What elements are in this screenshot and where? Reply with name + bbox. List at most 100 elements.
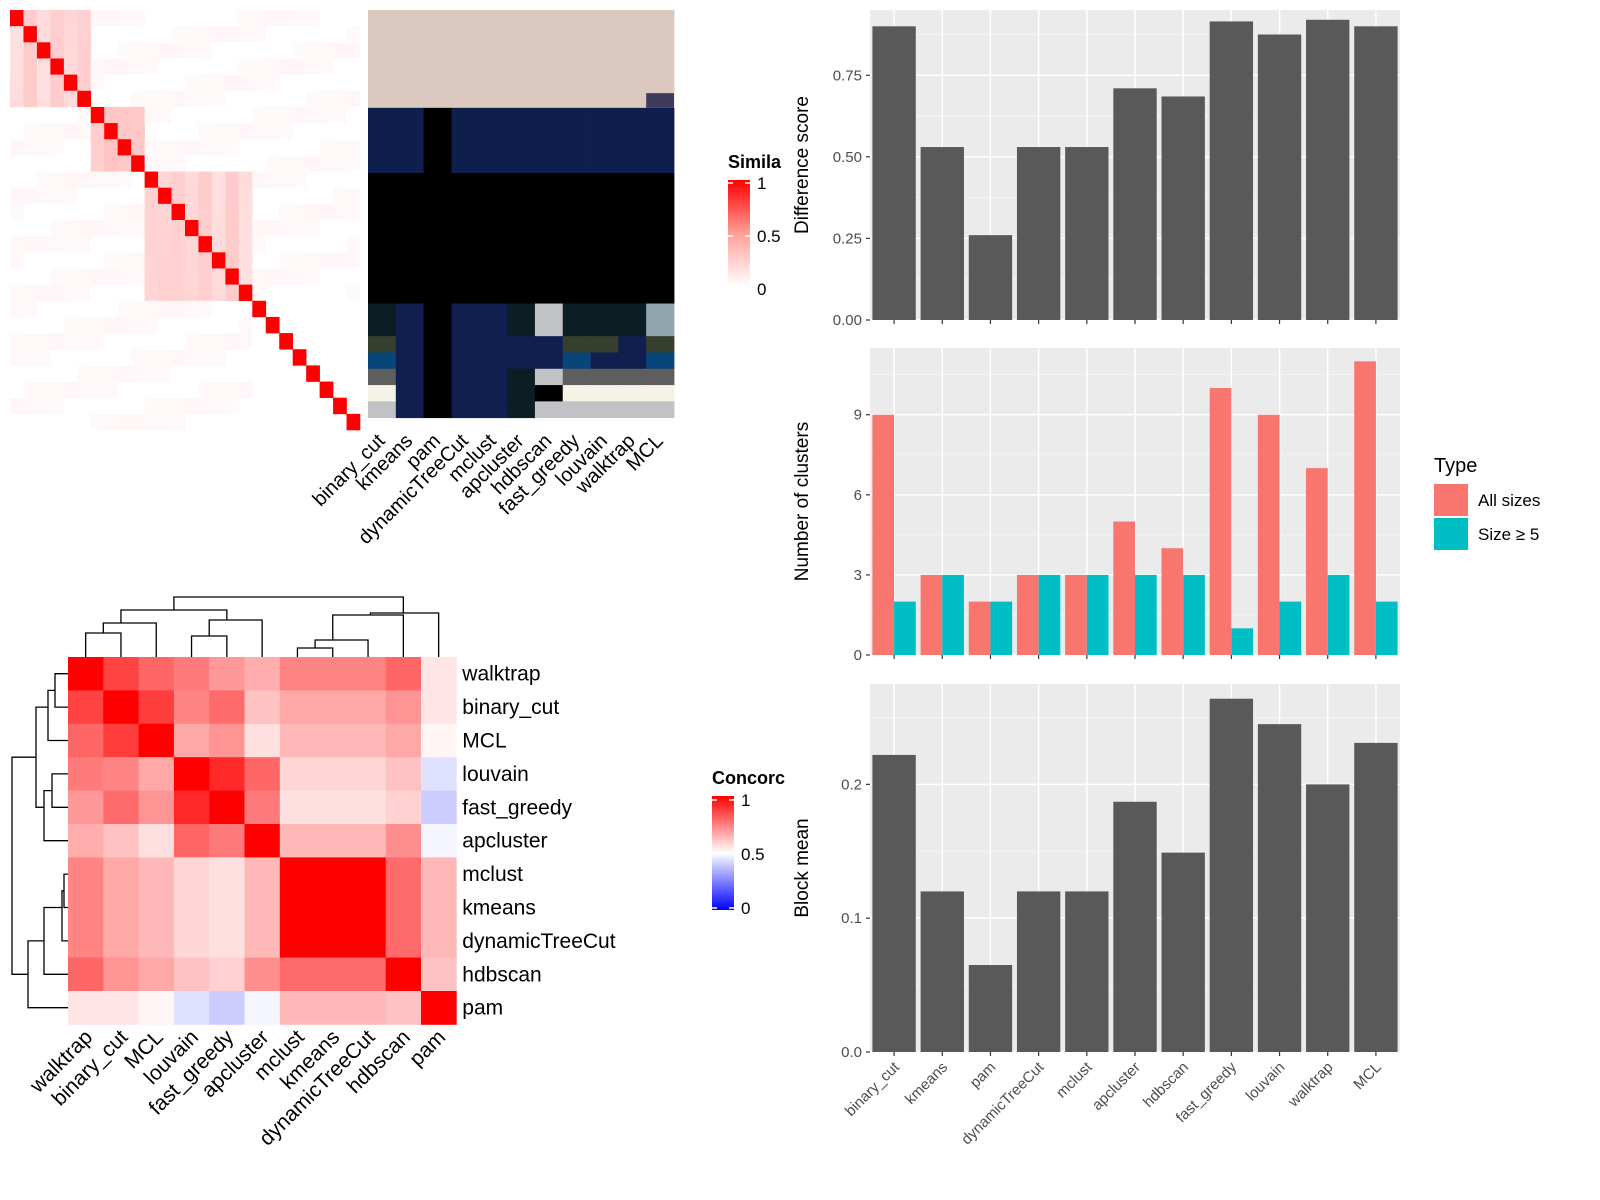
similarity-cell [211,26,226,43]
clusters-bar-all-sizes [1016,574,1039,655]
cluster-membership-cell [534,107,564,174]
concordance-legend: Concorc 1 0.5 0 [712,768,785,918]
concordance-cell [244,924,281,958]
similarity-cell [144,316,159,334]
difference-score-bar [920,147,964,320]
cluster-membership-cell [618,385,647,402]
similarity-cell [198,203,213,221]
block-mean-bar [1257,724,1302,1052]
similarity-cell [225,123,240,140]
concordance-cell [68,657,104,691]
concordance-cell [103,991,139,1025]
clusters-bar-all-sizes [1209,388,1232,655]
concordance-cell [350,924,387,958]
similarity-cell [319,155,334,172]
similarity-cell [90,139,105,156]
cluster-membership-cell [562,336,591,353]
concordance-cell [421,723,457,758]
similarity-cell [158,106,172,124]
concordance-cell [209,757,245,791]
similarity-cell [104,58,118,75]
similarity-cell [117,155,132,172]
similarity-cell [23,284,38,302]
similarity-cell [117,252,132,269]
similarity-cell [238,123,253,140]
concordance-row-label: pam [462,997,503,1020]
concordance-cell [68,890,104,925]
similarity-cell [346,187,361,205]
similarity-cell [265,171,280,188]
difference-score-bar [1161,96,1205,320]
similarity-cell [77,284,92,302]
cluster-membership-cell [507,336,536,353]
similarity-cell [36,171,51,188]
similarity-cell [36,90,51,108]
similarity-cell [238,316,253,334]
similarity-cell [171,413,186,431]
cluster-membership-cell [646,336,675,353]
concordance-cell [103,657,139,691]
similarity-cell [117,106,132,124]
concordance-cell [421,924,457,958]
concordance-cell [350,690,387,725]
similarity-cell [90,155,105,172]
cluster-membership-cell [534,352,564,370]
similarity-cell [252,268,267,285]
cluster-membership-cell [507,303,536,337]
concordance-cell [385,957,422,992]
concordance-row-dendrogram [47,689,68,742]
similarity-cell [90,333,105,350]
similarity-cell [306,220,320,237]
concordance-cell [103,757,139,791]
similarity-cell [50,74,65,92]
concordance-cell [421,657,457,691]
clusters-bar-size-ge-5 [1231,628,1254,655]
cluster-membership-cell [618,107,647,174]
similarity-cell [158,220,172,237]
concordance-cell [173,757,210,791]
similarity-cell [10,58,24,75]
concordance-cell [209,824,245,858]
similarity-cell [50,10,65,27]
concordance-cell [385,991,422,1025]
concordance-cell [244,723,281,758]
cluster-membership-cell [562,368,591,386]
similarity-cell [90,58,105,75]
concordance-cell [315,857,351,892]
similarity-cell [10,252,24,269]
cluster-membership-cell [395,385,425,402]
similarity-cell [279,10,293,27]
similarity-cell [63,58,78,75]
similarity-cell [238,203,253,221]
cluster-membership-cell [368,303,397,337]
similarity-cell [238,171,253,188]
similarity-cell [158,236,172,253]
similarity-cell [23,10,38,27]
concordance-cell [315,657,351,691]
similarity-cell [333,203,347,221]
similarity-cell [90,413,105,431]
similarity-cell [117,123,132,140]
similarity-cell [10,187,24,205]
similarity-cell [144,413,159,431]
cluster-membership-cell [423,385,452,402]
similarity-cell [23,42,38,59]
cluster-membership-cell [618,303,647,337]
similarity-cell [265,268,280,285]
similarity-cell [50,123,65,140]
concordance-cell [279,991,316,1025]
similarity-cell [225,252,240,269]
concordance-cell [421,890,457,925]
similarity-cell [77,316,92,334]
similarity-cell [292,155,307,172]
similarity-cell [225,381,240,398]
concordance-cell [244,690,281,725]
similarity-cell [265,316,280,334]
similarity-cell [319,139,334,156]
concordance-legend-bar [712,796,734,910]
similarity-cell [144,90,159,108]
concordance-column-dendrogram [208,619,263,657]
concordance-cell [385,924,422,958]
cluster-membership-cell [423,173,452,304]
similarity-cell [198,284,213,302]
